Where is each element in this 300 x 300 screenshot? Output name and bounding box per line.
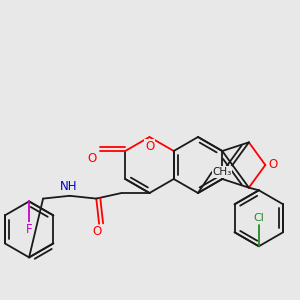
Text: Cl: Cl bbox=[254, 213, 264, 223]
Text: NH: NH bbox=[60, 180, 77, 193]
Text: F: F bbox=[26, 223, 32, 236]
Text: O: O bbox=[145, 140, 154, 152]
Text: O: O bbox=[92, 225, 102, 238]
Text: O: O bbox=[269, 158, 278, 172]
Text: CH₃: CH₃ bbox=[212, 167, 232, 177]
Text: O: O bbox=[87, 152, 97, 166]
